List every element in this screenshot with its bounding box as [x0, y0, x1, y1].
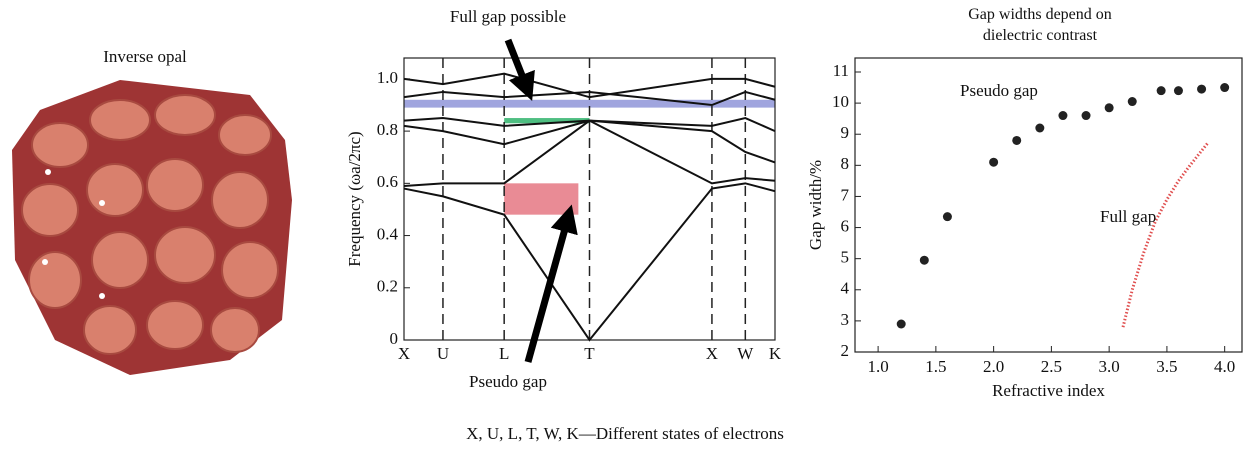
chart-title: Gap widths depend on dielectric contrast — [968, 6, 1112, 44]
x-tick-label: 2.5 — [1041, 357, 1062, 376]
y-tick-label: 8 — [841, 154, 850, 173]
x-tick-label: 2.0 — [983, 357, 1004, 376]
y-tick-label: 0 — [390, 329, 399, 348]
y-tick-label: 0.2 — [377, 277, 398, 296]
y-axis-label: Gap width/% — [806, 160, 825, 250]
shaded-band — [504, 183, 579, 215]
data-point — [1173, 86, 1183, 96]
data-point — [1104, 103, 1114, 113]
x-tick-label: 3.5 — [1156, 357, 1177, 376]
x-tick-label: X — [706, 344, 718, 363]
x-tick-label: X — [398, 344, 410, 363]
plot-frame — [854, 57, 1243, 353]
annotation: Pseudo gap — [469, 372, 547, 391]
x-tick-label: 1.5 — [925, 357, 946, 376]
y-tick-label: 7 — [841, 185, 850, 204]
data-point — [1081, 111, 1091, 121]
annotation-arrow — [504, 38, 535, 102]
series-label: Full gap — [1100, 207, 1156, 226]
series-line — [403, 117, 776, 133]
x-axis-label: Refractive index — [992, 381, 1105, 400]
x-tick-label: L — [499, 344, 509, 363]
y-tick-label: 0.6 — [377, 172, 398, 191]
footnote: X, U, L, T, W, K—Different states of ele… — [466, 424, 784, 443]
y-tick-label: 4 — [841, 279, 850, 298]
series-line — [403, 90, 776, 107]
inverse-opal-image — [12, 80, 292, 375]
y-tick-label: 9 — [841, 123, 850, 142]
y-tick-label: 0.8 — [377, 120, 398, 139]
x-tick-label: T — [584, 344, 595, 363]
y-tick-label: 5 — [841, 248, 850, 267]
data-point — [919, 255, 929, 265]
series-line — [403, 72, 776, 99]
data-point — [1220, 83, 1230, 93]
shaded-band — [504, 118, 590, 124]
y-tick-label: 3 — [841, 310, 850, 329]
y-tick-label: 2 — [841, 341, 850, 360]
data-point — [1156, 86, 1166, 96]
series-label: Pseudo gap — [960, 81, 1038, 100]
y-tick-label: 10 — [832, 92, 849, 111]
x-tick-label: W — [737, 344, 754, 363]
x-tick-label: U — [437, 344, 449, 363]
data-point — [1035, 123, 1045, 133]
panel-caption: Inverse opal — [103, 47, 187, 66]
annotation: Full gap possible — [450, 7, 566, 26]
data-point — [989, 157, 999, 167]
data-point — [1127, 97, 1137, 107]
y-tick-label: 1.0 — [377, 68, 398, 87]
annotation-arrow — [524, 204, 578, 363]
data-point — [942, 212, 952, 222]
y-tick-label: 6 — [841, 216, 850, 235]
y-tick-label: 0.4 — [377, 224, 399, 243]
shaded-band — [404, 99, 775, 108]
x-tick-label: 3.0 — [1099, 357, 1120, 376]
y-tick-label: 11 — [833, 61, 849, 80]
data-point — [896, 319, 906, 329]
x-tick-label: 1.0 — [867, 357, 888, 376]
series-line — [403, 182, 776, 342]
x-tick-label: K — [769, 344, 782, 363]
y-axis-label: Frequency (ωa/2πc) — [345, 131, 364, 266]
data-point — [1197, 84, 1207, 94]
data-point — [1012, 135, 1022, 145]
data-point — [1058, 111, 1068, 121]
series-line — [1121, 142, 1209, 328]
x-tick-label: 4.0 — [1214, 357, 1235, 376]
